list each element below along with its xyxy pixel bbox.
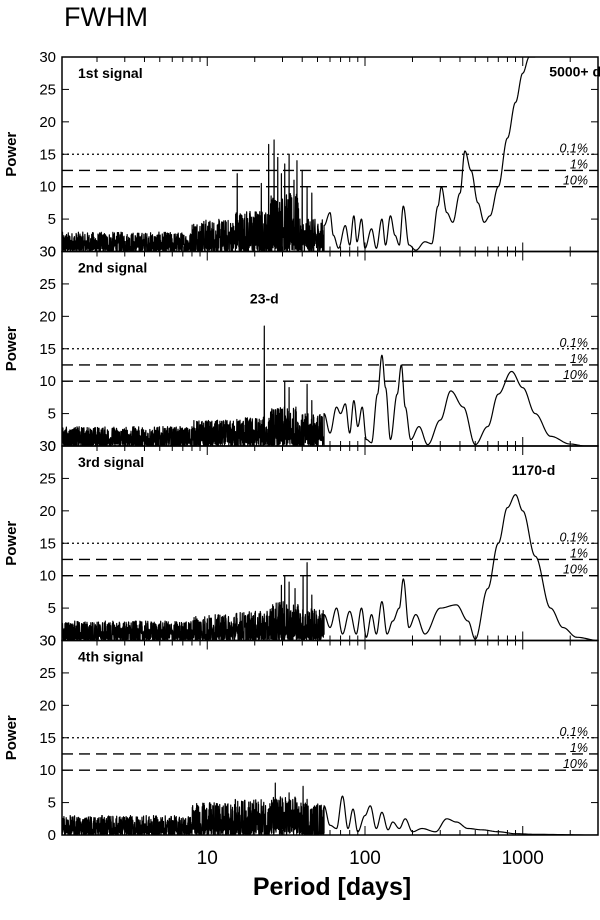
y-tick-label: 0 xyxy=(48,244,56,261)
y-tick-label: 5 xyxy=(48,600,56,617)
threshold-label: 1% xyxy=(570,741,588,755)
peak-annotation: 1170-d xyxy=(512,462,556,478)
y-tick-label: 15 xyxy=(39,730,56,747)
threshold-label: 10% xyxy=(563,368,588,382)
threshold-label: 0.1% xyxy=(560,141,589,155)
threshold-label: 1% xyxy=(570,352,588,366)
y-tick-label: 30 xyxy=(39,633,56,650)
y-tick-label: 10 xyxy=(39,762,56,779)
y-tick-label: 30 xyxy=(39,438,56,455)
y-tick-label: 15 xyxy=(39,341,56,358)
panel-label: 4th signal xyxy=(78,649,143,665)
peak-annotation: 5000+ d xyxy=(549,63,600,79)
y-tick-label: 0 xyxy=(48,633,56,650)
y-tick-label: 5 xyxy=(48,211,56,228)
peak-annotation: 23-d xyxy=(250,290,279,306)
y-axis-label: Power xyxy=(3,326,20,371)
y-tick-label: 30 xyxy=(39,244,56,261)
y-tick-label: 15 xyxy=(39,535,56,552)
panel-label: 3rd signal xyxy=(78,454,144,470)
x-tick-label: 10 xyxy=(197,848,218,869)
y-tick-label: 0 xyxy=(48,438,56,455)
threshold-label: 10% xyxy=(563,174,588,188)
panel-label: 2nd signal xyxy=(78,260,147,276)
threshold-label: 10% xyxy=(563,563,588,577)
series-line xyxy=(62,325,598,446)
y-tick-label: 20 xyxy=(39,697,56,714)
y-tick-label: 30 xyxy=(39,49,56,66)
y-tick-label: 25 xyxy=(39,665,56,682)
x-axis-label: Period [days] xyxy=(253,873,411,901)
y-tick-label: 25 xyxy=(39,470,56,487)
y-tick-label: 20 xyxy=(39,308,56,325)
y-tick-label: 5 xyxy=(48,406,56,423)
series-line xyxy=(62,494,598,641)
panel-label: 1st signal xyxy=(78,65,143,81)
y-axis-label: Power xyxy=(3,132,20,177)
y-tick-label: 10 xyxy=(39,568,56,585)
y-tick-label: 25 xyxy=(39,276,56,293)
panel-frame xyxy=(61,639,599,836)
y-tick-label: 20 xyxy=(39,114,56,131)
y-axis-label: Power xyxy=(3,715,20,760)
y-tick-label: 5 xyxy=(48,795,56,812)
threshold-label: 1% xyxy=(570,157,588,171)
series-line xyxy=(62,782,598,835)
y-tick-label: 15 xyxy=(39,146,56,163)
y-axis-label: Power xyxy=(3,521,20,566)
y-tick-label: 10 xyxy=(39,179,56,196)
threshold-label: 1% xyxy=(570,546,588,560)
x-tick-label: 100 xyxy=(349,848,381,869)
y-tick-label: 0 xyxy=(48,827,56,844)
threshold-label: 0.1% xyxy=(560,725,589,739)
threshold-label: 0.1% xyxy=(560,336,589,350)
x-tick-label: 1000 xyxy=(502,848,544,869)
threshold-label: 0.1% xyxy=(560,530,589,544)
figure-title: FWHM xyxy=(64,2,148,32)
y-tick-label: 10 xyxy=(39,373,56,390)
y-tick-label: 20 xyxy=(39,503,56,520)
series-line xyxy=(62,57,536,252)
threshold-label: 10% xyxy=(563,757,588,771)
y-tick-label: 25 xyxy=(39,81,56,98)
